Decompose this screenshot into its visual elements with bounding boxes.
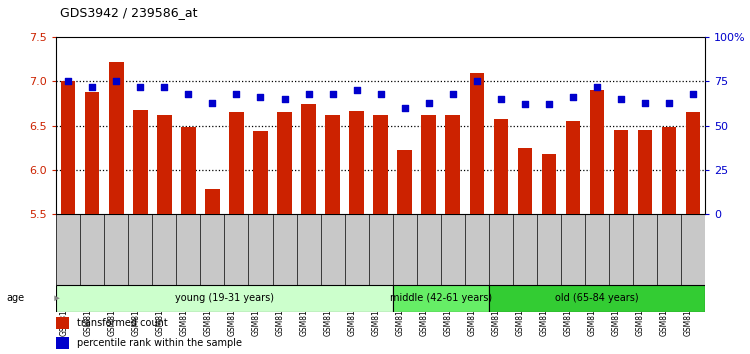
Bar (56, 285, 393, 312)
Point (399, 105, 411, 111)
Bar (614, 130, 628, 354)
Point (471, 79, 483, 84)
Point (423, 100, 435, 105)
Point (230, 91, 242, 97)
Point (543, 102, 555, 107)
Bar (446, 115, 460, 354)
Point (350, 87, 362, 93)
Bar (590, 90, 604, 354)
Bar (206, 189, 220, 354)
Bar (686, 113, 700, 354)
Point (663, 100, 675, 105)
Bar (61, 81, 76, 354)
Point (278, 96, 290, 102)
Point (110, 79, 122, 84)
Point (206, 100, 218, 105)
Bar (302, 104, 316, 354)
Bar (109, 62, 124, 354)
Text: percentile rank within the sample: percentile rank within the sample (76, 338, 242, 348)
Bar (182, 127, 196, 354)
Bar (254, 131, 268, 354)
Bar (134, 110, 148, 354)
Point (519, 102, 531, 107)
Bar (85, 92, 100, 354)
Bar (56, 337, 69, 349)
Bar (374, 115, 388, 354)
Point (86, 84, 98, 90)
Bar (470, 73, 484, 354)
Bar (326, 115, 340, 354)
Point (687, 91, 699, 97)
Text: GDS3942 / 239586_at: GDS3942 / 239586_at (60, 6, 197, 19)
Bar (638, 130, 652, 354)
Point (62, 79, 74, 84)
Point (615, 96, 627, 102)
Bar (278, 113, 292, 354)
Point (158, 84, 170, 90)
Text: age: age (6, 293, 24, 303)
Point (254, 95, 266, 100)
Bar (542, 154, 556, 354)
Bar (56, 316, 69, 329)
Bar (494, 119, 508, 354)
Bar (230, 113, 244, 354)
Text: old (65-84 years): old (65-84 years) (555, 293, 639, 303)
Bar (393, 285, 489, 312)
Bar (518, 148, 532, 354)
Point (134, 84, 146, 90)
Bar (398, 150, 412, 354)
Point (495, 96, 507, 102)
Bar (566, 121, 580, 354)
Bar (422, 115, 436, 354)
Bar (489, 285, 705, 312)
Text: young (19-31 years): young (19-31 years) (175, 293, 274, 303)
Point (302, 91, 314, 97)
Point (182, 91, 194, 97)
Point (374, 91, 387, 97)
Bar (662, 127, 676, 354)
Point (326, 91, 338, 97)
Text: transformed count: transformed count (76, 318, 168, 327)
Point (639, 100, 651, 105)
Text: middle (42-61 years): middle (42-61 years) (390, 293, 492, 303)
Point (591, 84, 603, 90)
Bar (158, 115, 172, 354)
Point (567, 95, 579, 100)
Bar (350, 111, 364, 354)
Point (447, 91, 459, 97)
